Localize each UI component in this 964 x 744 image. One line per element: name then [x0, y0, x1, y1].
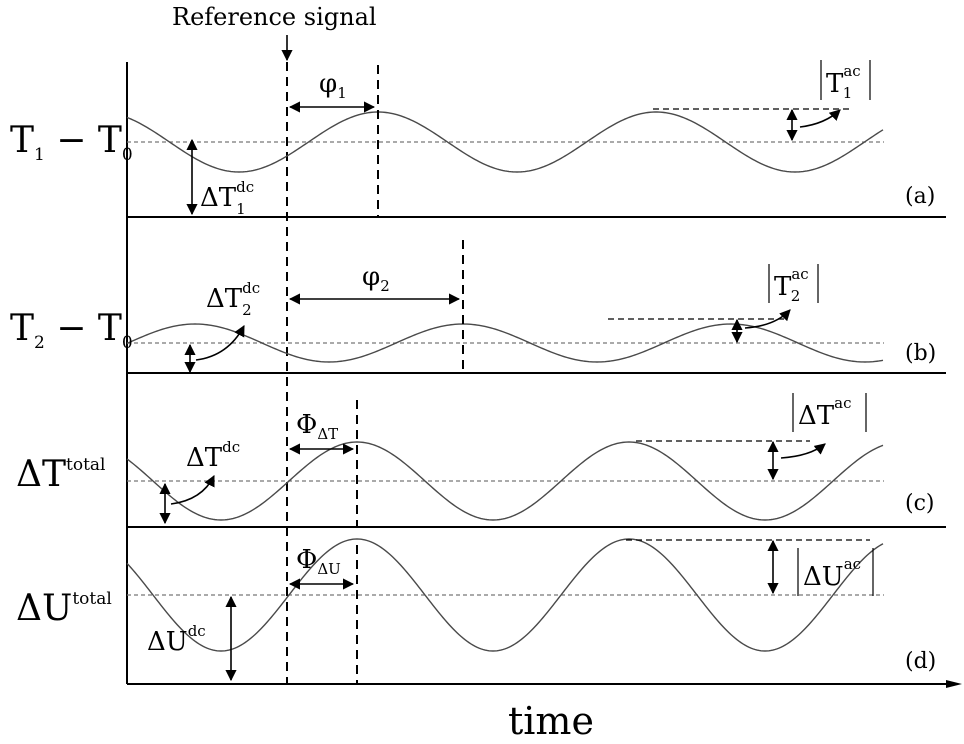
dc-pointer — [195, 325, 245, 361]
amplitude-pointer — [799, 109, 841, 128]
amplitude-pointer — [780, 443, 826, 459]
ac-label: Tac 1 — [826, 62, 861, 102]
panel-c: ΦΔT ΔTdc ΔTac (c) ΔTtotal — [16, 393, 935, 527]
signal-wave — [126, 538, 884, 652]
signal-wave — [126, 441, 884, 521]
phase-label: ΦΔU — [296, 545, 341, 578]
time-axis-arrowhead — [946, 680, 962, 688]
time-axis-label: time — [508, 699, 594, 743]
y-label: T1 − T0 — [10, 120, 133, 165]
dc-label: ΔTdc 1 — [200, 178, 254, 218]
dc-pointer — [170, 474, 215, 505]
panel-b: φ2 ΔTdc 2 Tac 2 (b) T2 − T0 — [10, 240, 936, 374]
y-label: ΔTtotal — [16, 454, 106, 495]
dc-label: ΔUdc — [147, 622, 206, 657]
dc-label: ΔTdc — [186, 438, 240, 473]
ac-label: Tac 2 — [774, 265, 809, 305]
panel-tag: (c) — [905, 491, 935, 516]
phase-label: φ2 — [362, 262, 390, 295]
ac-label: ΔUac — [803, 555, 861, 592]
panel-tag: (d) — [905, 649, 936, 674]
ac-label: ΔTac — [798, 394, 851, 431]
reference-signal-label: Reference signal — [172, 3, 377, 31]
amplitude-pointer — [744, 309, 791, 329]
y-label: T2 − T0 — [10, 308, 133, 353]
panel-d: ΦΔU ΔUdc ΔUac (d) ΔUtotal — [16, 538, 936, 684]
dc-label: ΔTdc 2 — [206, 279, 260, 319]
signal-wave — [126, 111, 884, 173]
y-label: ΔUtotal — [16, 588, 112, 629]
signal-wave — [126, 323, 884, 363]
panel-tag: (b) — [905, 341, 936, 366]
panel-a: φ1 ΔTdc 1 Tac 1 (a) T1 − T0 — [10, 60, 935, 218]
panel-tag: (a) — [905, 184, 935, 209]
phase-label: ΦΔT — [296, 410, 338, 443]
phase-label: φ1 — [319, 69, 347, 102]
